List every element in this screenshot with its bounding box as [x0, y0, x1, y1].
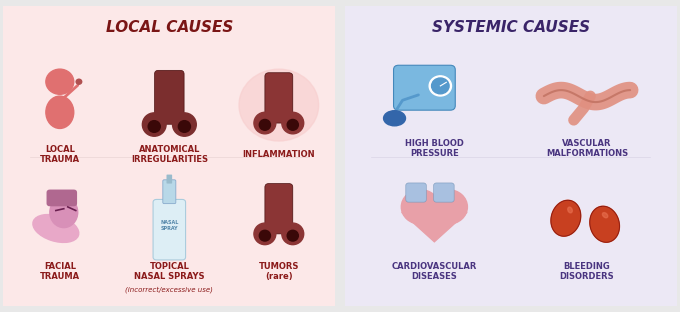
Text: (incorrect/excessive use): (incorrect/excessive use)	[125, 286, 214, 293]
Circle shape	[239, 69, 319, 141]
Circle shape	[429, 76, 452, 96]
Text: TUMORS
(rare): TUMORS (rare)	[258, 262, 299, 281]
Text: LOCAL CAUSES: LOCAL CAUSES	[105, 20, 233, 35]
Ellipse shape	[254, 112, 276, 134]
Text: HIGH BLOOD
PRESSURE: HIGH BLOOD PRESSURE	[405, 139, 464, 158]
FancyBboxPatch shape	[0, 0, 345, 312]
Text: VASCULAR
MALFORMATIONS: VASCULAR MALFORMATIONS	[546, 139, 628, 158]
Ellipse shape	[282, 223, 304, 245]
Text: TOPICAL
NASAL SPRAYS: TOPICAL NASAL SPRAYS	[134, 262, 205, 281]
FancyBboxPatch shape	[167, 175, 172, 183]
Circle shape	[432, 78, 449, 94]
FancyBboxPatch shape	[434, 183, 454, 202]
Polygon shape	[590, 206, 619, 242]
Ellipse shape	[254, 223, 276, 245]
Text: LOCAL
TRAUMA: LOCAL TRAUMA	[39, 145, 80, 164]
FancyBboxPatch shape	[163, 180, 176, 204]
Ellipse shape	[142, 113, 166, 136]
FancyBboxPatch shape	[154, 70, 184, 124]
Text: SYSTEMIC CAUSES: SYSTEMIC CAUSES	[432, 20, 590, 35]
Polygon shape	[551, 200, 581, 236]
Text: BLEEDING
DISORDERS: BLEEDING DISORDERS	[560, 262, 614, 281]
Ellipse shape	[50, 197, 78, 227]
FancyBboxPatch shape	[153, 199, 186, 260]
Ellipse shape	[287, 119, 299, 130]
FancyBboxPatch shape	[394, 65, 456, 110]
Polygon shape	[402, 212, 467, 242]
Ellipse shape	[178, 121, 190, 132]
FancyBboxPatch shape	[406, 183, 426, 202]
Circle shape	[46, 69, 73, 94]
Ellipse shape	[33, 215, 79, 242]
Text: FACIAL
TRAUMA: FACIAL TRAUMA	[39, 262, 80, 281]
Text: CARDIOVASCULAR
DISEASES: CARDIOVASCULAR DISEASES	[392, 262, 477, 281]
Ellipse shape	[148, 121, 160, 132]
FancyBboxPatch shape	[46, 190, 77, 206]
FancyBboxPatch shape	[335, 0, 680, 312]
Circle shape	[401, 190, 439, 224]
Text: NASAL
SPRAY: NASAL SPRAY	[160, 220, 179, 231]
Text: INFLAMMATION: INFLAMMATION	[243, 150, 315, 159]
Ellipse shape	[173, 113, 197, 136]
FancyBboxPatch shape	[265, 183, 293, 234]
FancyBboxPatch shape	[265, 73, 293, 123]
Ellipse shape	[259, 230, 271, 241]
Ellipse shape	[46, 96, 73, 129]
Ellipse shape	[384, 111, 405, 126]
Ellipse shape	[602, 212, 608, 218]
Ellipse shape	[282, 112, 304, 134]
Circle shape	[429, 190, 467, 224]
Circle shape	[76, 79, 82, 84]
Text: ANATOMICAL
IRREGULARITIES: ANATOMICAL IRREGULARITIES	[131, 145, 208, 164]
Ellipse shape	[287, 230, 299, 241]
Ellipse shape	[259, 119, 271, 130]
Ellipse shape	[568, 207, 573, 213]
